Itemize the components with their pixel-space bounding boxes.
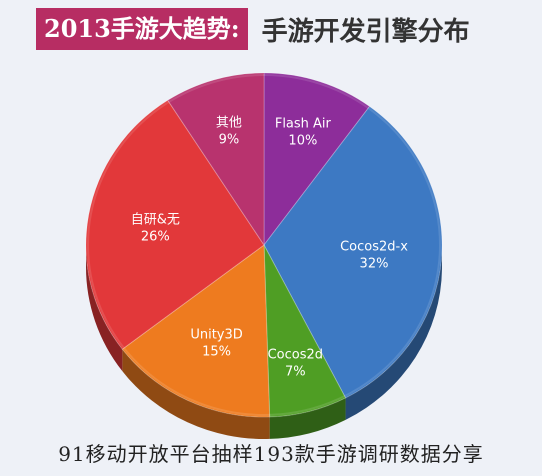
- pie-side-cocos2d-x: [345, 247, 442, 420]
- pie-slice--: [167, 72, 265, 247]
- slice-name-cocos2d-x: Cocos2d-x: [340, 239, 408, 254]
- pie-slices: [85, 72, 443, 418]
- slice-value--: 26%: [141, 229, 170, 244]
- pie-side--: [85, 243, 123, 372]
- title-main: 2013手游大趋势:: [36, 8, 248, 50]
- pie-rim-highlight: [87, 74, 441, 416]
- slice-name--: 其他: [216, 115, 242, 130]
- pie-slice-cocos2d: [263, 244, 347, 418]
- pie-side-walls: [85, 243, 442, 439]
- pie-slice--: [85, 99, 265, 350]
- slice-value-cocos2d-x: 32%: [360, 256, 389, 271]
- slice-value-cocos2d: 7%: [285, 365, 306, 380]
- pie-slice-cocos2d-x: [263, 105, 443, 399]
- title-sub: 手游开发引擎分布: [261, 16, 470, 47]
- chart-title: 2013手游大趋势: 手游开发引擎分布: [36, 8, 470, 50]
- pie-labels: Flash Air 10% Cocos2d-x 32% Cocos2d 7% Unity3D…: [131, 115, 408, 379]
- slice-name-flash-air: Flash Air: [275, 117, 332, 132]
- slice-value-flash-air: 10%: [288, 134, 317, 149]
- slice-value--: 9%: [219, 132, 240, 147]
- slice-value-unity3d: 15%: [202, 344, 231, 359]
- slice-name--: 自研&无: [131, 212, 180, 227]
- slice-name-unity3d: Unity3D: [190, 327, 242, 342]
- pie-side-cocos2d: [269, 397, 346, 439]
- pie-slice-flash-air: [263, 72, 371, 247]
- pie-side-unity3d: [122, 349, 270, 439]
- footer-caption: 91移动开放平台抽样193款手游调研数据分享: [58, 442, 484, 466]
- pie-slice-unity3d: [121, 244, 271, 418]
- slice-name-cocos2d: Cocos2d: [268, 348, 323, 363]
